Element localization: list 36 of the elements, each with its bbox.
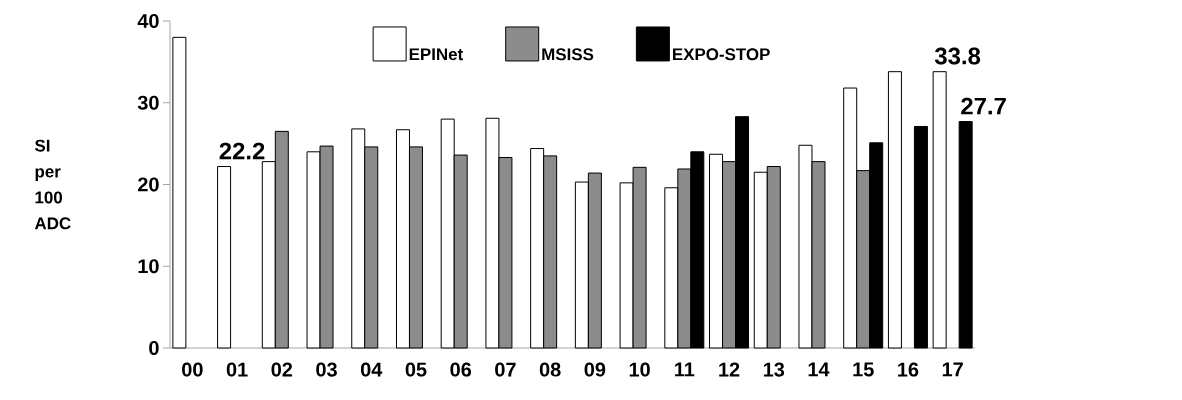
legend-label: EXPO-STOP <box>673 48 770 61</box>
x-tick-label: 03 <box>316 362 337 377</box>
x-tick-label: 08 <box>539 362 561 377</box>
x-tick-label: 11 <box>675 362 695 377</box>
data-label: 33.8 <box>934 47 981 65</box>
y-tick-label: 40 <box>137 13 159 29</box>
y-axis-title: SI per 100 ADC <box>34 139 71 230</box>
bar <box>172 36 187 349</box>
x-tick-label: 01 <box>226 362 248 377</box>
x-tick-label: 17 <box>942 362 963 377</box>
y-tick-label: 30 <box>137 95 159 110</box>
y-tick-label: 20 <box>138 177 159 192</box>
x-tick-label: 16 <box>898 362 919 377</box>
data-label: 22.2 <box>219 142 265 160</box>
y-tick-label: 10 <box>138 259 159 274</box>
x-tick-label: 14 <box>808 362 830 377</box>
x-tick-label: 05 <box>405 362 427 377</box>
bar <box>217 166 232 349</box>
legend-label: MSISS <box>542 48 594 61</box>
legend-label: EPINet <box>409 48 463 61</box>
bar <box>913 125 928 349</box>
x-tick-label: 10 <box>629 362 650 377</box>
x-tick-label: 06 <box>450 362 472 377</box>
bar <box>958 121 973 349</box>
x-tick-label: 04 <box>360 362 383 377</box>
x-tick-label: 07 <box>495 362 516 377</box>
x-tick-label: 12 <box>719 362 740 377</box>
x-tick-label: 09 <box>584 362 606 377</box>
x-tick-label: 00 <box>182 362 203 377</box>
bar <box>932 71 947 349</box>
x-tick-label: 15 <box>853 362 874 377</box>
data-label: 27.7 <box>961 97 1006 115</box>
y-tick-label: 0 <box>149 340 159 356</box>
x-tick-label: 13 <box>763 362 785 377</box>
bar <box>887 71 902 349</box>
x-tick-label: 02 <box>271 362 293 377</box>
